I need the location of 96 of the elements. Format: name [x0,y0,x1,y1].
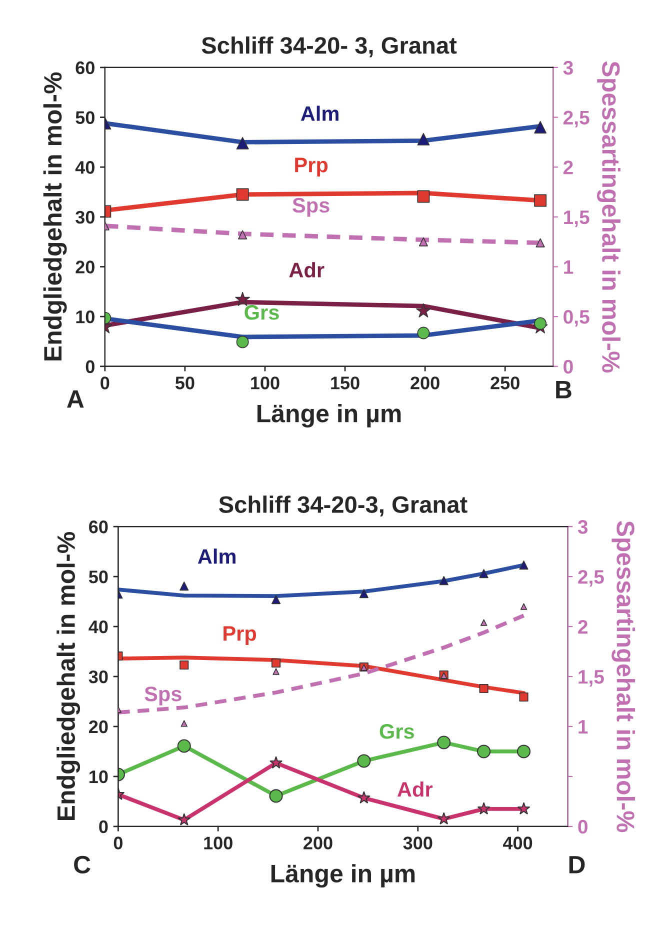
y-tick-label: 50 [88,570,108,584]
y2-tick-label: 0,5 [564,310,590,327]
point [517,802,530,815]
point [178,813,191,826]
y-tick-label: 20 [89,720,108,734]
chart-title: Schliff 34-20-3, Granat [218,496,468,516]
point [418,237,428,246]
point [439,576,448,586]
x-tick-label: 250 [490,376,520,390]
y-tick-label: 30 [76,210,94,224]
point [477,744,491,758]
point [519,560,528,570]
x-tick-label: 50 [175,376,194,390]
y-tick-label: 0 [99,820,108,834]
x-tick-label: 150 [331,376,360,390]
x-tick-label: 200 [304,836,332,850]
point [270,756,282,769]
point [534,317,547,330]
text: Prp [295,158,328,176]
series-label: Alm [198,548,236,564]
chart-title: Schliff 34-20- 3, Granat [202,36,457,58]
y2-axis-title: Spessartingehalt in mol-% [612,520,636,832]
y2-tick-label: 1 [578,720,588,734]
y2-axis-title: Spessartingehalt in mol-% [597,61,620,373]
series-label: Grs [244,305,279,320]
line-series [118,614,526,714]
text: Adr [289,262,324,278]
point [417,132,430,146]
text: Sps [292,198,330,217]
y2-tick-label: 0 [578,820,588,834]
series-label: Prp [224,626,256,645]
point [477,802,490,815]
point [238,230,248,240]
y-tick-label: 20 [76,260,94,274]
point [520,603,528,610]
x-tick-label: 100 [251,376,280,390]
point [180,720,188,727]
point [534,121,547,134]
y-tick-label: 10 [90,770,108,784]
point [357,754,371,768]
y-tick-label: 60 [89,520,108,534]
y-axis-title: Endgliedgehalt in mol-% [43,72,67,360]
point [480,619,488,626]
y2-tick-label: 1 [564,260,574,274]
x-tick-label: 100 [204,836,232,850]
y-tick-label: 40 [88,620,108,634]
point [272,595,281,604]
text: A [67,390,84,408]
point [479,684,488,694]
x-axis-title: Länge in µm [271,864,415,888]
point [177,739,191,753]
point [479,569,488,578]
text: B [556,381,572,398]
text: Alm [300,106,338,121]
y-tick-label: 0 [86,360,94,374]
point [534,194,547,207]
y-tick-label: 50 [76,111,94,124]
x-axis-title: Länge in µm [258,404,401,428]
point [359,589,368,598]
series-label: Sps [144,686,182,706]
text: C [74,856,90,874]
y2-tick-label: 1,5 [578,670,604,687]
y2-tick-label: 2 [564,160,573,174]
y2-tick-label: 2,5 [578,570,604,587]
point [269,789,283,803]
point [416,303,431,318]
point [437,736,451,750]
point [272,668,280,675]
y-tick-label: 60 [76,61,94,74]
point [180,582,189,591]
y2-tick-label: 1,5 [564,210,590,227]
x-tick-label: 300 [403,836,432,850]
point [437,812,450,825]
point [417,190,430,203]
series-label: Grs [380,724,414,739]
y2-tick-label: 0 [564,360,573,374]
x-tick-label: 0 [114,836,122,850]
x-tick-label: 200 [410,376,440,390]
text: D [569,856,585,874]
y2-tick-label: 3 [578,520,588,534]
y2-tick-label: 3 [563,60,573,75]
y-axis-title: Endgliedgehalt in mol-% [56,532,80,820]
y-tick-label: 30 [88,670,108,684]
point [417,326,430,340]
point [180,660,189,670]
x-tick-label: 400 [502,836,532,850]
point [519,692,528,702]
point [357,791,370,804]
point [516,744,531,758]
series-label: Adr [397,781,433,797]
y-tick-label: 10 [76,310,94,324]
y2-tick-label: 2,5 [564,110,590,128]
y-tick-label: 40 [75,161,94,174]
point [536,238,545,248]
y2-tick-label: 2 [578,620,588,634]
point [272,658,281,668]
